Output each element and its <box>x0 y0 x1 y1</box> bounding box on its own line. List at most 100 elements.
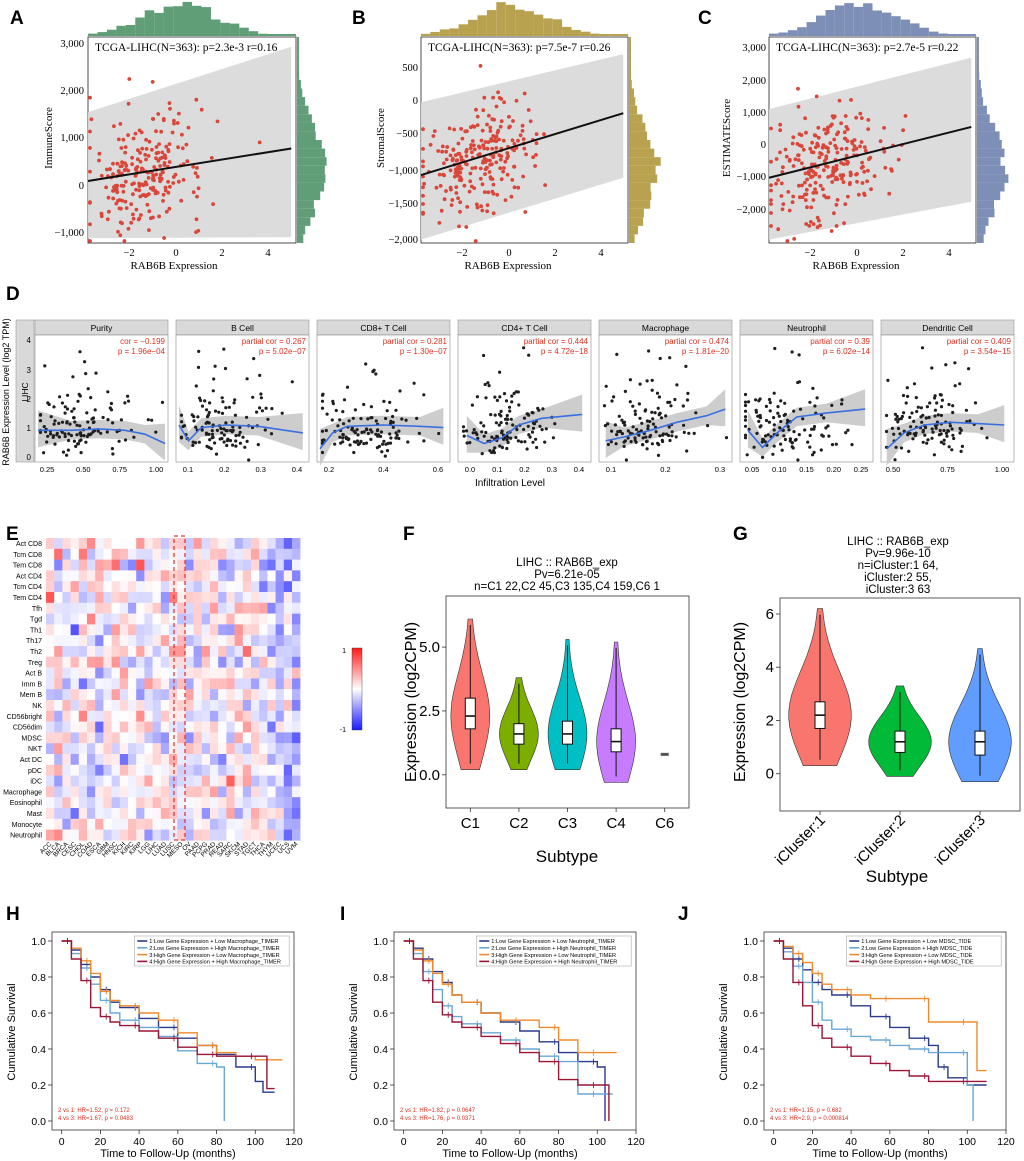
heatmap-cell <box>144 538 153 549</box>
scatter-point-c <box>803 198 808 203</box>
facet-point <box>192 419 196 423</box>
heatmap-cell <box>160 559 170 571</box>
heatmap-cell <box>144 646 153 657</box>
facet-point <box>801 417 805 421</box>
facet-point <box>896 420 900 424</box>
scatter-point-b <box>520 123 525 128</box>
heatmap-cell <box>136 700 145 711</box>
facet-point <box>647 349 651 353</box>
scatter-point-a <box>97 151 102 156</box>
scatter-point-c <box>834 224 839 228</box>
scatter-point-c <box>903 114 908 118</box>
scatter-point-b <box>470 166 475 171</box>
heatmap-cell <box>242 581 252 593</box>
scatter-point-a <box>154 156 158 161</box>
heatmap-cell <box>87 656 96 668</box>
heatmap-cell <box>70 559 79 571</box>
heatmap-cell <box>70 538 79 549</box>
heatmap-cell <box>177 700 186 711</box>
km-i-y-tick: 0.8 <box>373 972 388 984</box>
facet-point <box>78 439 82 443</box>
facet-point <box>406 440 410 444</box>
heatmap-cell <box>275 667 284 679</box>
facet-point <box>958 426 962 431</box>
top-histogram-bar-b <box>581 31 591 36</box>
heatmap-cell <box>267 592 276 603</box>
scatter-point-b <box>447 126 452 131</box>
heatmap-cell <box>169 775 178 787</box>
facet-point <box>89 432 93 436</box>
facet-point <box>813 404 817 408</box>
facet-x-tick: 0.4 <box>292 465 302 474</box>
top-histogram-bar-c <box>816 15 826 36</box>
facet-x-tick: 0.1 <box>492 465 502 474</box>
heatmap-cell <box>234 786 243 798</box>
facet-point <box>38 430 43 434</box>
facet-point <box>182 424 187 428</box>
heatmap-cell <box>242 797 252 809</box>
heatmap-cell <box>177 721 186 733</box>
heatmap-cell <box>160 581 170 593</box>
heatmap-cell <box>111 786 120 798</box>
scatter-point-a <box>111 161 115 166</box>
heatmap-cell <box>87 570 96 582</box>
top-histogram-bar-c <box>787 30 798 36</box>
facet-point <box>234 434 238 438</box>
scatter-points-c <box>768 3 1009 243</box>
heatmap-cell <box>226 732 235 744</box>
facet-point <box>388 432 392 436</box>
heatmap-cell <box>128 602 137 614</box>
km-h-y-title: Cumulative Survival <box>6 983 18 1080</box>
facet-point <box>65 421 69 425</box>
scatter-point-b <box>449 187 453 192</box>
scatter-point-a <box>144 137 149 142</box>
heatmap-cell <box>210 559 219 571</box>
scatter-point-b <box>531 155 535 160</box>
scatter-point-c <box>791 194 796 199</box>
heatmap-cell <box>70 548 79 560</box>
violin-g-counts-2: iCluster:2 55, <box>864 572 932 584</box>
facet-point <box>664 414 668 418</box>
facet-point <box>760 440 764 444</box>
scatter-point-c <box>829 229 834 233</box>
heatmap-cell <box>251 689 260 701</box>
scatter-point-b <box>438 184 443 188</box>
heatmap-cell <box>177 797 186 809</box>
heatmap-cell <box>218 538 227 549</box>
facet-point <box>806 440 810 444</box>
facet-point <box>63 432 67 436</box>
facet-point <box>668 356 672 360</box>
scatter-point-b <box>490 146 495 151</box>
x-axis-title-a: RAB6B Expression <box>130 260 218 272</box>
heatmap-cell <box>275 646 284 657</box>
scatter-point-a <box>194 97 199 102</box>
heatmap-cell <box>234 656 243 668</box>
facet-point <box>618 429 622 433</box>
scatter-point-b <box>468 146 473 151</box>
heatmap-cell <box>111 581 120 593</box>
facet-point <box>782 434 786 438</box>
facet-point <box>374 432 378 436</box>
scatter-point-b <box>485 146 490 151</box>
heatmap-cell <box>234 754 243 765</box>
facet-point <box>790 350 794 354</box>
facet-point <box>482 424 486 428</box>
facet-point <box>792 409 796 413</box>
scatter-point-c <box>824 195 829 200</box>
heatmap-cell <box>267 602 276 614</box>
heatmap-cell <box>259 818 268 830</box>
scatter-point-c <box>813 171 818 176</box>
facet-point <box>220 396 224 400</box>
facet-point <box>942 442 946 446</box>
scatter-point-a <box>147 139 152 144</box>
heatmap-cell <box>177 538 186 549</box>
facet-point <box>243 445 247 449</box>
heatmap-cell <box>185 797 194 809</box>
facet-point <box>939 405 944 409</box>
scatter-point-a <box>194 217 199 222</box>
facet-point <box>495 398 499 402</box>
heatmap-cell <box>54 700 63 711</box>
facet-point <box>388 441 393 445</box>
scatter-point-c <box>769 188 773 193</box>
right-histogram-bar-b <box>629 200 651 209</box>
